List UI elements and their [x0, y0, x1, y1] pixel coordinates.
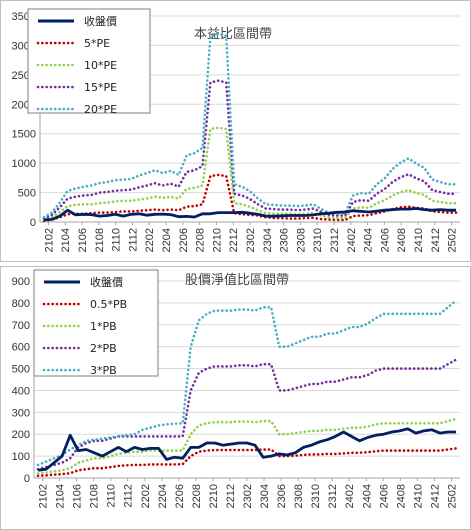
pe-x-tick-label: 2404: [363, 228, 375, 252]
pe-x-tick-label: 2104: [60, 228, 72, 252]
pb-x-tick-label: 2202: [140, 484, 152, 508]
pe-x-tick-label: 2310: [312, 228, 324, 252]
pe-x-tick-label: 2306: [279, 228, 291, 252]
pb-x-tick-label: 2210: [208, 484, 220, 508]
pb-x-tick-label: 2110: [106, 484, 118, 508]
pb-y-tick-label: 300: [12, 407, 30, 419]
pb-x-tick-label: 2102: [38, 484, 50, 508]
pe-x-tick-label: 2204: [161, 228, 173, 252]
pe-x-tick-label: 2502: [447, 228, 459, 252]
pe-x-tick-label: 2402: [346, 228, 358, 252]
pe-x-tick-label: 2210: [211, 228, 223, 252]
pb-series-line-0: [37, 427, 456, 472]
pb-y-tick-label: 600: [12, 342, 30, 354]
pe-x-tick-label: 2308: [295, 228, 307, 252]
pb-x-tick-label: 2112: [123, 484, 135, 508]
pb-x-tick-label: 2206: [174, 484, 186, 508]
pe-x-tick-label: 2406: [379, 228, 391, 252]
pe-x-tick-label: 2312: [329, 228, 341, 252]
pb-y-tick-label: 100: [12, 451, 30, 463]
pb-x-tick-label: 2310: [310, 484, 322, 508]
pe-y-tick-label: 500: [18, 188, 36, 200]
pe-x-tick-label: 2208: [195, 228, 207, 252]
pb-band-chart: 0 100 200 300 400 500 600 700 800 900 2102 2104 2106…: [0, 266, 471, 530]
pb-x-tick-label: 2302: [242, 484, 254, 508]
pe-x-tick-label: 2212: [228, 228, 240, 252]
pb-legend-label: 收盤價: [90, 275, 123, 289]
pb-x-tick-label: 2204: [157, 484, 169, 508]
pb-x-tick-label: 2106: [72, 484, 84, 508]
pb-series-line-2: [36, 417, 458, 475]
pe-legend-label: 5*PE: [84, 37, 110, 50]
pb-legend: 收盤價 0.5*PB 1*PB 2*PB 3*PB: [33, 269, 159, 377]
pb-x-tick-label: 2402: [344, 484, 356, 508]
pb-legend-box: [33, 269, 159, 377]
pb-y-tick-label: 200: [12, 429, 30, 441]
pe-legend: 收盤價 5*PE 10*PE 15*PE 20*PE: [27, 8, 151, 116]
pb-x-tick-label: 2312: [327, 484, 339, 508]
pb-y-tick-label: 800: [12, 298, 30, 310]
pe-x-tick-label: 2302: [245, 228, 257, 252]
pe-legend-box: [27, 8, 151, 114]
pb-x-tick-label: 2410: [412, 484, 424, 508]
pb-series-line-4: [36, 299, 458, 467]
pe-y-tick-label: 1500: [12, 129, 36, 141]
pb-x-tick-label: 2308: [293, 484, 305, 508]
pb-legend-label: 0.5*PB: [90, 298, 127, 311]
pb-legend-label: 2*PB: [90, 342, 117, 355]
pe-band-chart-panel: 0 500 1000 1500 2000 2500 3000 3500 2102 2104 2106…: [0, 0, 471, 262]
pe-x-tick-label: 2408: [396, 228, 408, 252]
pb-x-tick-label: 2104: [55, 484, 67, 508]
pe-x-tick-label: 2412: [430, 228, 442, 252]
pe-x-tick-label: 2110: [111, 228, 123, 252]
pe-series-line-2: [42, 126, 458, 221]
pe-x-tick-label: 2106: [77, 228, 89, 252]
pb-y-tick-label: 400: [12, 385, 30, 397]
pb-x-tick-label: 2304: [259, 484, 271, 508]
pe-x-tick-label: 2202: [144, 228, 156, 252]
pe-y-tick-label: 1000: [12, 158, 36, 170]
pb-x-tick-label: 2108: [89, 484, 101, 508]
pb-x-tick-label: 2406: [378, 484, 390, 508]
pe-y-tick-label: 0: [30, 217, 36, 229]
pe-series-line-3: [42, 79, 458, 220]
pe-x-tick-label: 2102: [43, 228, 55, 252]
pe-legend-label: 20*PE: [84, 103, 117, 116]
pb-y-tick-label: 900: [12, 276, 30, 288]
pb-x-tick-label: 2404: [361, 484, 373, 508]
pe-chart-title: 本益比區間帶: [194, 27, 272, 42]
pb-y-tick-label: 500: [12, 364, 30, 376]
pe-x-tick-label: 2112: [127, 228, 139, 252]
pe-x-tick-label: 2410: [413, 228, 425, 252]
pe-legend-label: 15*PE: [84, 81, 117, 94]
pb-y-tick-label: 0: [24, 473, 30, 485]
pb-x-tick-label: 2502: [446, 484, 458, 508]
pe-series-line-0: [43, 207, 456, 222]
pb-x-tick-label: 2408: [395, 484, 407, 508]
pb-series-line-1: [36, 447, 458, 478]
pb-x-tick-label: 2412: [429, 484, 441, 508]
pe-x-tick-label: 2304: [262, 228, 274, 252]
pe-legend-label: 10*PE: [84, 59, 117, 72]
pe-x-tick-label: 2206: [178, 228, 190, 252]
pb-x-tick-label: 2212: [225, 484, 237, 508]
pb-legend-label: 3*PB: [90, 364, 117, 377]
pb-x-tick-label: 2208: [191, 484, 203, 508]
pe-legend-label: 收盤價: [84, 14, 117, 28]
pe-x-tick-label: 2108: [94, 228, 106, 252]
pb-band-chart-panel: 0 100 200 300 400 500 600 700 800 900 2102 2104 2106…: [0, 266, 471, 530]
pb-y-tick-label: 700: [12, 320, 30, 332]
pe-series-line-4: [42, 32, 458, 219]
pb-chart-title: 股價淨值比區間帶: [185, 272, 289, 288]
pb-series-line-3: [36, 358, 458, 471]
pb-legend-label: 1*PB: [90, 320, 117, 333]
pb-x-tick-label: 2306: [276, 484, 288, 508]
